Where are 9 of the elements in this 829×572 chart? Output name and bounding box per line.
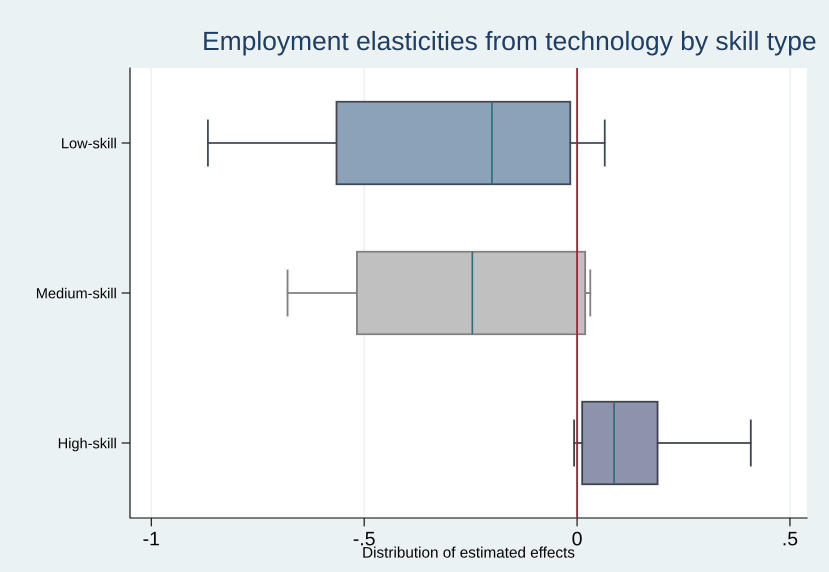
- y-tick-label: Medium-skill: [36, 288, 116, 298]
- x-tick-label: -1: [144, 532, 159, 546]
- x-tick-label: -.5: [354, 532, 375, 546]
- chart-title: Employment elasticities from technology by skill type: [204, 30, 816, 56]
- y-tick-label: Low-skill: [62, 138, 116, 148]
- x-tick-label: 0: [572, 532, 582, 546]
- x-axis-title: Distribution of estimated effects: [363, 546, 574, 558]
- x-tick-label: .5: [784, 532, 798, 546]
- y-tick-label: High-skill: [58, 438, 116, 452]
